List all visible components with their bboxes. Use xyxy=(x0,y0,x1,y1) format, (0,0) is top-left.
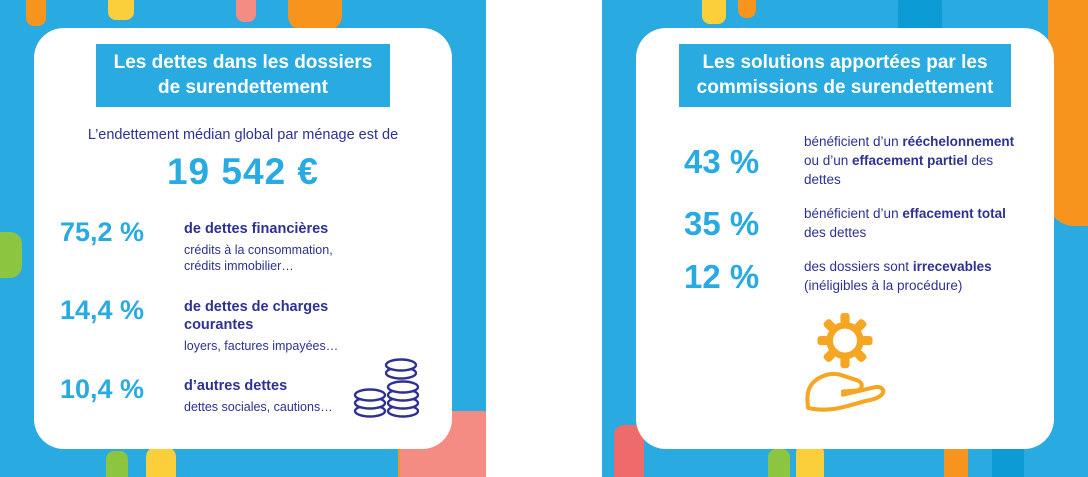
debt-percentage: 75,2 % xyxy=(60,217,145,248)
solution-row-total-erasure: 35 % bénéficient d’un effacement total d… xyxy=(684,205,1054,243)
solution-percentage: 43 % xyxy=(684,142,760,180)
gear-hand-icon xyxy=(636,311,1054,413)
debts-card: Les dettes dans les dossiers de surendet… xyxy=(34,28,452,449)
solution-text: bénéficient d’un rééchelonnement ou d’un… xyxy=(804,134,1015,188)
debt-percentage: 10,4 % xyxy=(60,374,145,405)
deco-shape xyxy=(106,451,128,477)
left-panel: Les dettes dans les dossiers de surendet… xyxy=(0,0,486,477)
debt-description: dettes sociales, cautions… xyxy=(184,399,333,414)
debt-breakdown-list: 75,2 % de dettes financières crédits à l… xyxy=(60,217,452,415)
solution-percentage: 12 % xyxy=(684,258,760,296)
solutions-card-title: Les solutions apportées par les commissi… xyxy=(678,44,1012,108)
debt-percentage: 14,4 % xyxy=(60,295,145,326)
deco-shape xyxy=(26,0,46,26)
debt-description: loyers, factures impayées… xyxy=(184,338,339,353)
debt-label: d’autres dettes xyxy=(184,378,288,395)
median-debt-intro: L’endettement médian global par ménage e… xyxy=(87,127,399,144)
debt-label: de dettes financières xyxy=(184,221,329,238)
debt-row-financial: 75,2 % de dettes financières crédits à l… xyxy=(60,217,452,275)
debt-description: crédits à la consommation, crédits immob… xyxy=(184,242,333,274)
deco-shape xyxy=(1048,0,1088,226)
debts-card-title: Les dettes dans les dossiers de surendet… xyxy=(95,44,391,108)
solution-row-inadmissible: 12 % des dossiers sont irrecevables (iné… xyxy=(684,258,1054,296)
median-debt-amount: 19 542 € xyxy=(166,151,320,193)
solution-percentage: 35 % xyxy=(684,205,760,243)
deco-shape xyxy=(146,447,176,477)
debt-label: de dettes de charges courantes xyxy=(184,299,329,334)
debt-row-charges: 14,4 % de dettes de charges courantes lo… xyxy=(60,295,452,354)
solution-row-reschedule: 43 % bénéficient d’un rééchelonnement ou… xyxy=(684,133,1054,190)
deco-shape xyxy=(108,0,134,20)
solutions-card: Les solutions apportées par les commissi… xyxy=(636,28,1054,449)
right-panel: Les solutions apportées par les commissi… xyxy=(602,0,1088,477)
deco-shape xyxy=(768,449,790,477)
deco-shape xyxy=(236,0,256,22)
solution-text: des dossiers sont irrecevables (inéligib… xyxy=(804,259,992,294)
solutions-list: 43 % bénéficient d’un rééchelonnement ou… xyxy=(684,133,1054,296)
deco-shape xyxy=(0,232,22,278)
coins-icon xyxy=(350,352,426,425)
deco-shape xyxy=(288,0,342,30)
solution-text: bénéficient d’un effacement total des de… xyxy=(804,206,1006,241)
deco-shape xyxy=(738,0,756,18)
debt-row-other: 10,4 % d’autres dettes dettes sociales, … xyxy=(60,374,452,415)
deco-shape xyxy=(702,0,726,24)
